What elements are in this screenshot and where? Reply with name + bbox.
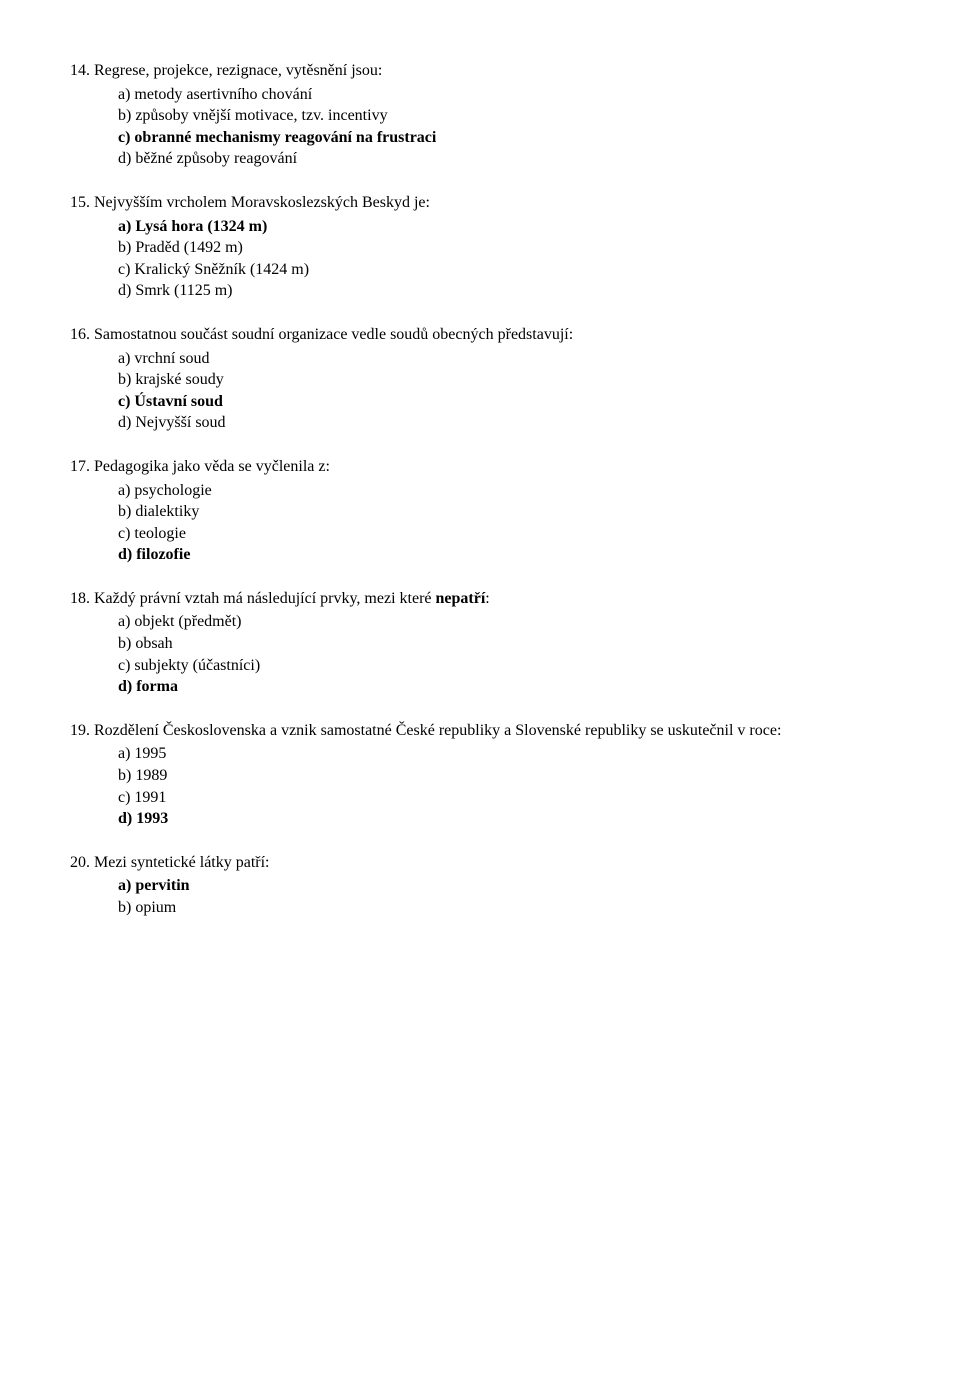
options-list: a) pervitin b) opium xyxy=(70,875,890,918)
question-number: 19. xyxy=(70,722,90,739)
options-list: a) 1995 b) 1989 c) 1991 d) 1993 xyxy=(70,743,890,829)
option-d: d) běžné způsoby reagování xyxy=(118,148,890,170)
question-body: Rozdělení Československa a vznik samosta… xyxy=(94,722,781,739)
option-d: d) Nejvyšší soud xyxy=(118,412,890,434)
question-text: 17. Pedagogika jako věda se vyčlenila z: xyxy=(70,456,890,478)
option-b: b) Praděd (1492 m) xyxy=(118,237,890,259)
question-16: 16. Samostatnou součást soudní organizac… xyxy=(70,324,890,434)
option-b: b) 1989 xyxy=(118,765,890,787)
question-body: Regrese, projekce, rezignace, vytěsnění … xyxy=(94,62,382,79)
question-body: Samostatnou součást soudní organizace ve… xyxy=(94,326,573,343)
option-d: d) filozofie xyxy=(118,544,890,566)
question-body-post: : xyxy=(485,590,489,607)
question-15: 15. Nejvyšším vrcholem Moravskoslezských… xyxy=(70,192,890,302)
option-c: c) obranné mechanismy reagování na frust… xyxy=(118,127,890,149)
question-body: Nejvyšším vrcholem Moravskoslezských Bes… xyxy=(94,194,430,211)
options-list: a) objekt (předmět) b) obsah c) subjekty… xyxy=(70,611,890,697)
question-18: 18. Každý právní vztah má následující pr… xyxy=(70,588,890,698)
option-a: a) Lysá hora (1324 m) xyxy=(118,216,890,238)
option-c: c) Ústavní soud xyxy=(118,391,890,413)
question-text: 15. Nejvyšším vrcholem Moravskoslezských… xyxy=(70,192,890,214)
options-list: a) Lysá hora (1324 m) b) Praděd (1492 m)… xyxy=(70,216,890,302)
option-b: b) způsoby vnější motivace, tzv. incenti… xyxy=(118,105,890,127)
option-a: a) psychologie xyxy=(118,480,890,502)
option-b: b) krajské soudy xyxy=(118,369,890,391)
option-a: a) pervitin xyxy=(118,875,890,897)
option-b: b) obsah xyxy=(118,633,890,655)
question-text: 16. Samostatnou součást soudní organizac… xyxy=(70,324,890,346)
option-c: c) 1991 xyxy=(118,787,890,809)
option-d: d) 1993 xyxy=(118,808,890,830)
question-14: 14. Regrese, projekce, rezignace, vytěsn… xyxy=(70,60,890,170)
question-text: 19. Rozdělení Československa a vznik sam… xyxy=(70,720,890,742)
question-body-bold: nepatří xyxy=(436,590,486,607)
option-c: c) subjekty (účastníci) xyxy=(118,655,890,677)
option-d: d) Smrk (1125 m) xyxy=(118,280,890,302)
question-text: 18. Každý právní vztah má následující pr… xyxy=(70,588,890,610)
question-body: Pedagogika jako věda se vyčlenila z: xyxy=(94,458,330,475)
option-a: a) objekt (předmět) xyxy=(118,611,890,633)
option-a: a) metody asertivního chování xyxy=(118,84,890,106)
option-a: a) vrchní soud xyxy=(118,348,890,370)
option-c: c) teologie xyxy=(118,523,890,545)
options-list: a) metody asertivního chování b) způsoby… xyxy=(70,84,890,170)
question-text: 14. Regrese, projekce, rezignace, vytěsn… xyxy=(70,60,890,82)
question-body: Mezi syntetické látky patří: xyxy=(94,854,270,871)
options-list: a) vrchní soud b) krajské soudy c) Ústav… xyxy=(70,348,890,434)
question-19: 19. Rozdělení Československa a vznik sam… xyxy=(70,720,890,830)
question-number: 15. xyxy=(70,194,90,211)
question-number: 16. xyxy=(70,326,90,343)
question-number: 17. xyxy=(70,458,90,475)
option-a: a) 1995 xyxy=(118,743,890,765)
options-list: a) psychologie b) dialektiky c) teologie… xyxy=(70,480,890,566)
question-number: 20. xyxy=(70,854,90,871)
question-17: 17. Pedagogika jako věda se vyčlenila z:… xyxy=(70,456,890,566)
option-d: d) forma xyxy=(118,676,890,698)
option-c: c) Kralický Sněžník (1424 m) xyxy=(118,259,890,281)
question-number: 18. xyxy=(70,590,90,607)
option-b: b) dialektiky xyxy=(118,501,890,523)
question-text: 20. Mezi syntetické látky patří: xyxy=(70,852,890,874)
question-body-pre: Každý právní vztah má následující prvky,… xyxy=(94,590,436,607)
question-number: 14. xyxy=(70,62,90,79)
option-b: b) opium xyxy=(118,897,890,919)
question-20: 20. Mezi syntetické látky patří: a) perv… xyxy=(70,852,890,919)
